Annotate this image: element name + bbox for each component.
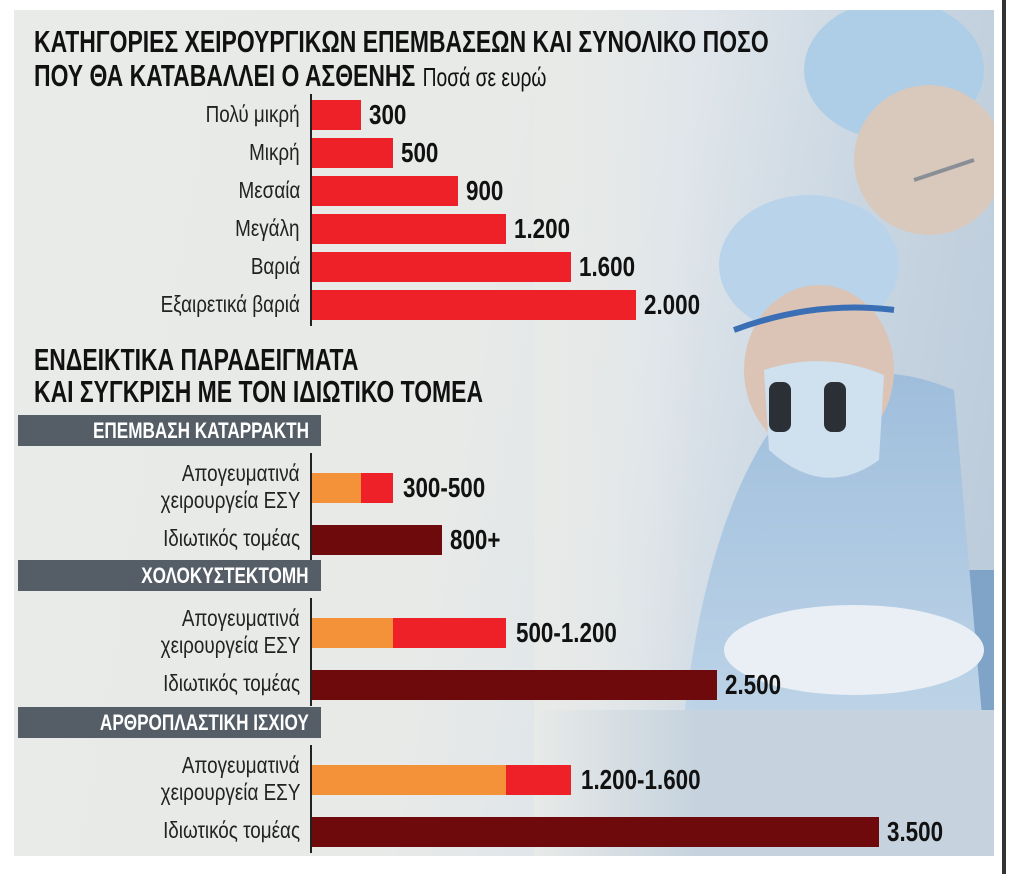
group-axis-line <box>310 598 312 706</box>
procedure-name: ΕΠΕΜΒΑΣΗ ΚΑΤΑΡΡΑΚΤΗ <box>92 418 309 443</box>
category-bar <box>312 252 572 282</box>
range-extent-bar <box>360 473 393 503</box>
units-note: Ποσά σε ευρώ <box>422 62 547 92</box>
row-label: Απογευματινά <box>182 605 300 631</box>
section-title-line-2: ΚΑΙ ΣΥΓΚΡΙΣΗ ΜΕ ΤΟΝ ΙΔΙΩΤΙΚΟ ΤΟΜΕΑ <box>34 374 484 409</box>
category-bar <box>312 214 507 244</box>
category-bar <box>312 138 393 168</box>
category-value-label: 1.600 <box>579 251 636 282</box>
range-value-label: 1.200-1.600 <box>581 764 701 795</box>
private-sector-bar <box>312 817 879 847</box>
private-value-label: 3.500 <box>887 816 944 847</box>
procedure-band: ΑΡΘΡΟΠΛΑΣΤΙΚΗ ΙΣΧΙΟΥ <box>18 707 321 738</box>
private-sector-bar <box>312 525 442 555</box>
procedure-band: ΕΠΕΜΒΑΣΗ ΚΑΤΑΡΡΑΚΤΗ <box>18 415 321 446</box>
private-sector-bar <box>312 670 717 700</box>
surgeons-photo <box>534 10 994 856</box>
category-label: Μεσαία <box>238 177 300 203</box>
category-value-label: 2.000 <box>644 289 701 320</box>
section-title-line-1: ΕΝΔΕΙΚΤΙΚΑ ΠΑΡΑΔΕΙΓΜΑΤΑ <box>34 342 359 377</box>
row-label: Ιδιωτικός τομέας <box>163 817 300 843</box>
category-value-label: 900 <box>465 175 504 206</box>
range-extent-bar <box>506 765 572 795</box>
row-label: Ιδιωτικός τομέας <box>163 525 300 551</box>
group-axis-line <box>310 453 312 561</box>
group-axis-line <box>310 745 312 853</box>
range-min-bar <box>312 473 361 503</box>
row-label: Ιδιωτικός τομέας <box>163 670 300 696</box>
chart-title-line-2: ΠΟΥ ΘΑ ΚΑΤΑΒΑΛΛΕΙ Ο ΑΣΘΕΝΗΣ Ποσά σε ευρώ <box>34 60 546 93</box>
procedure-name: ΑΡΘΡΟΠΛΑΣΤΙΚΗ ΙΣΧΙΟΥ <box>100 710 309 735</box>
private-value-label: 800+ <box>449 524 501 555</box>
private-value-label: 2.500 <box>725 669 782 700</box>
category-bar <box>312 176 458 206</box>
category-label: Εξαιρετικά βαριά <box>160 291 300 317</box>
category-value-label: 300 <box>368 99 406 130</box>
category-value-label: 500 <box>401 137 439 168</box>
category-label: Μικρή <box>249 139 300 165</box>
range-extent-bar <box>393 618 507 648</box>
category-label: Μεγάλη <box>235 215 300 241</box>
chart-title-line-1: ΚΑΤΗΓΟΡΙΕΣ ΧΕΙΡΟΥΡΓΙΚΩΝ ΕΠΕΜΒΑΣΕΩΝ ΚΑΙ Σ… <box>34 24 769 59</box>
row-label: χειρουργεία ΕΣΥ <box>160 779 300 805</box>
chart1-axis-line <box>310 94 312 326</box>
row-label: Απογευματινά <box>182 752 300 778</box>
category-label: Βαριά <box>250 253 300 279</box>
category-label: Πολύ μικρή <box>206 101 300 127</box>
range-min-bar <box>312 765 507 795</box>
range-min-bar <box>312 618 393 648</box>
chart-title-line-2-text: ΠΟΥ ΘΑ ΚΑΤΑΒΑΛΛΕΙ Ο ΑΣΘΕΝΗΣ <box>34 58 416 93</box>
infographic: ΚΑΤΗΓΟΡΙΕΣ ΧΕΙΡΟΥΡΓΙΚΩΝ ΕΠΕΜΒΑΣΕΩΝ ΚΑΙ Σ… <box>14 10 994 856</box>
row-label: χειρουργεία ΕΣΥ <box>160 632 300 658</box>
row-label: χειρουργεία ΕΣΥ <box>160 487 300 513</box>
range-value-label: 300-500 <box>403 472 486 503</box>
category-bar <box>312 290 636 320</box>
page-edge-rule <box>1002 0 1006 874</box>
range-value-label: 500-1.200 <box>516 617 618 648</box>
procedure-name: ΧΟΛΟΚΥΣΤΕΚΤΟΜΗ <box>141 563 309 588</box>
category-bar <box>312 100 361 130</box>
category-value-label: 1.200 <box>514 213 571 244</box>
row-label: Απογευματινά <box>182 460 300 486</box>
procedure-band: ΧΟΛΟΚΥΣΤΕΚΤΟΜΗ <box>18 560 321 591</box>
